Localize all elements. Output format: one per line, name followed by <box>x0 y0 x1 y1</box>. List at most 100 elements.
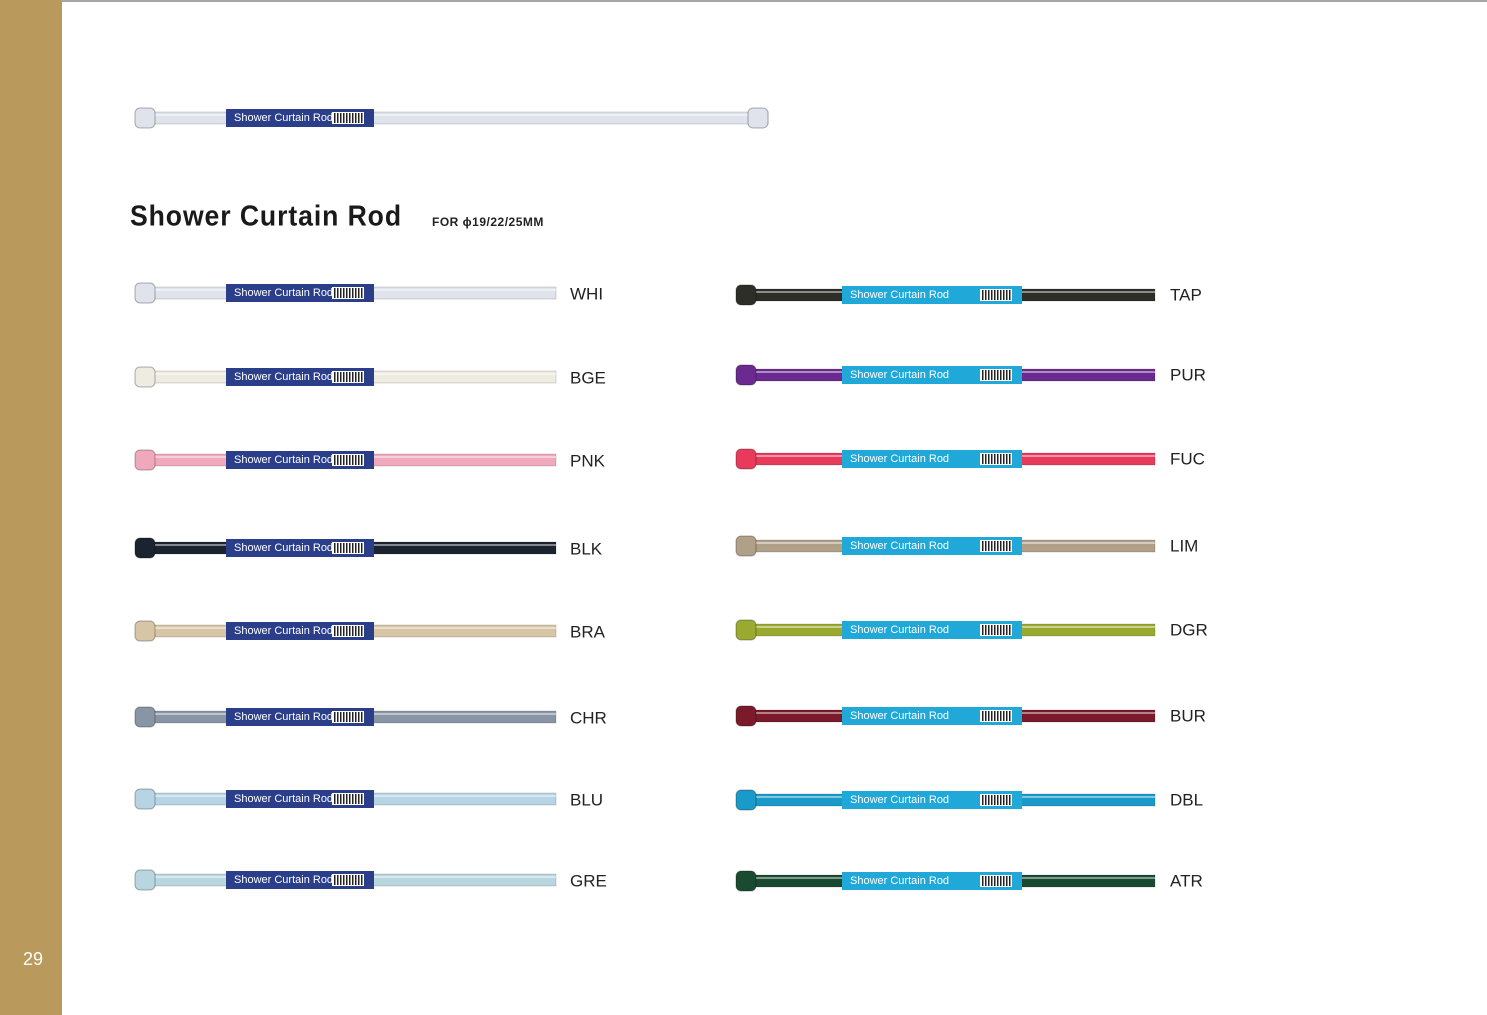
barcode-bar <box>334 372 336 382</box>
barcode-bar <box>982 711 984 721</box>
barcode-bar <box>346 712 348 722</box>
barcode-bar <box>346 113 348 123</box>
barcode-bar <box>1006 795 1008 805</box>
rod-label: Shower Curtain Rod <box>234 711 333 723</box>
barcode-bar <box>352 372 354 382</box>
rod-label-band <box>842 707 1022 725</box>
barcode-bar <box>343 372 345 382</box>
barcode-bar <box>991 876 993 886</box>
barcode-bar <box>337 288 339 298</box>
barcode-bar <box>334 543 336 553</box>
rod-cap <box>735 448 757 470</box>
barcode-bar <box>988 711 990 721</box>
barcode-bar <box>1000 711 1002 721</box>
rod: Shower Curtain Rod <box>134 706 557 728</box>
rod-label: Shower Curtain Rod <box>234 793 333 805</box>
barcode-bar <box>361 712 363 722</box>
barcode-bar <box>988 876 990 886</box>
barcode-bar <box>343 455 345 465</box>
barcode-bar <box>985 290 987 300</box>
barcode-bar <box>1009 711 1011 721</box>
barcode-bar <box>988 370 990 380</box>
page-number: 29 <box>23 949 43 969</box>
barcode-bar <box>337 712 339 722</box>
barcode-bar <box>358 543 360 553</box>
barcode-bar <box>1006 625 1008 635</box>
barcode-bar <box>994 711 996 721</box>
barcode-bar <box>994 370 996 380</box>
barcode-bar <box>358 875 360 885</box>
barcode-bar <box>1003 711 1005 721</box>
barcode-bar <box>334 455 336 465</box>
rod: Shower Curtain Rod <box>735 870 1156 892</box>
barcode-bar <box>1006 876 1008 886</box>
barcode-bar <box>349 455 351 465</box>
barcode-bar <box>337 794 339 804</box>
rod-cap <box>134 537 156 559</box>
barcode-bar <box>346 626 348 636</box>
barcode-bar <box>1000 541 1002 551</box>
barcode-bar <box>337 626 339 636</box>
barcode-bar <box>994 541 996 551</box>
barcode-bar <box>343 288 345 298</box>
barcode-bar <box>361 288 363 298</box>
rod: Shower Curtain Rod <box>134 537 557 559</box>
rod-cap <box>735 364 757 386</box>
barcode-bar <box>352 626 354 636</box>
barcode-bar <box>985 795 987 805</box>
color-code: BRA <box>570 622 606 641</box>
rod-cap <box>735 789 757 811</box>
rod-cap <box>134 869 156 891</box>
barcode-bar <box>334 712 336 722</box>
rod: Shower Curtain Rod <box>735 619 1156 641</box>
rod-label: Shower Curtain Rod <box>850 875 949 887</box>
rod-label: Shower Curtain Rod <box>234 625 333 637</box>
barcode-bar <box>361 455 363 465</box>
barcode-bar <box>349 626 351 636</box>
barcode-bar <box>1000 454 1002 464</box>
barcode-bar <box>1000 370 1002 380</box>
rod: Shower Curtain Rod <box>134 366 557 388</box>
barcode-bar <box>340 113 342 123</box>
barcode-bar <box>988 454 990 464</box>
barcode-bar <box>337 372 339 382</box>
barcode-bar <box>346 288 348 298</box>
color-code: BGE <box>570 368 606 387</box>
barcode-bar <box>988 625 990 635</box>
barcode-bar <box>997 290 999 300</box>
barcode-bar <box>334 113 336 123</box>
barcode-bar <box>988 290 990 300</box>
barcode-bar <box>334 626 336 636</box>
barcode-bar <box>1003 290 1005 300</box>
rod-label: Shower Curtain Rod <box>234 454 333 466</box>
barcode-bar <box>997 370 999 380</box>
barcode-bar <box>337 543 339 553</box>
barcode-bar <box>1009 290 1011 300</box>
color-code: FUC <box>1170 449 1205 468</box>
color-code: PUR <box>1170 365 1206 384</box>
barcode-bar <box>343 875 345 885</box>
barcode-bar <box>991 625 993 635</box>
title: Shower Curtain Rod <box>130 201 402 233</box>
barcode-bar <box>343 543 345 553</box>
barcode-bar <box>334 875 336 885</box>
barcode-bar <box>985 625 987 635</box>
barcode-bar <box>355 712 357 722</box>
rod: Shower Curtain Rod <box>735 284 1156 306</box>
barcode-bar <box>982 876 984 886</box>
barcode-bar <box>346 372 348 382</box>
rod-label-band <box>842 537 1022 555</box>
barcode-bar <box>997 541 999 551</box>
color-code: CHR <box>570 708 607 727</box>
barcode-bar <box>1009 876 1011 886</box>
barcode-bar <box>361 372 363 382</box>
barcode-bar <box>361 543 363 553</box>
color-code: BLU <box>570 790 603 809</box>
barcode-bar <box>1009 795 1011 805</box>
barcode-bar <box>988 795 990 805</box>
barcode-bar <box>358 712 360 722</box>
rod-label: Shower Curtain Rod <box>850 289 949 301</box>
barcode-bar <box>985 454 987 464</box>
barcode-bar <box>361 626 363 636</box>
rod-label: Shower Curtain Rod <box>234 112 333 124</box>
